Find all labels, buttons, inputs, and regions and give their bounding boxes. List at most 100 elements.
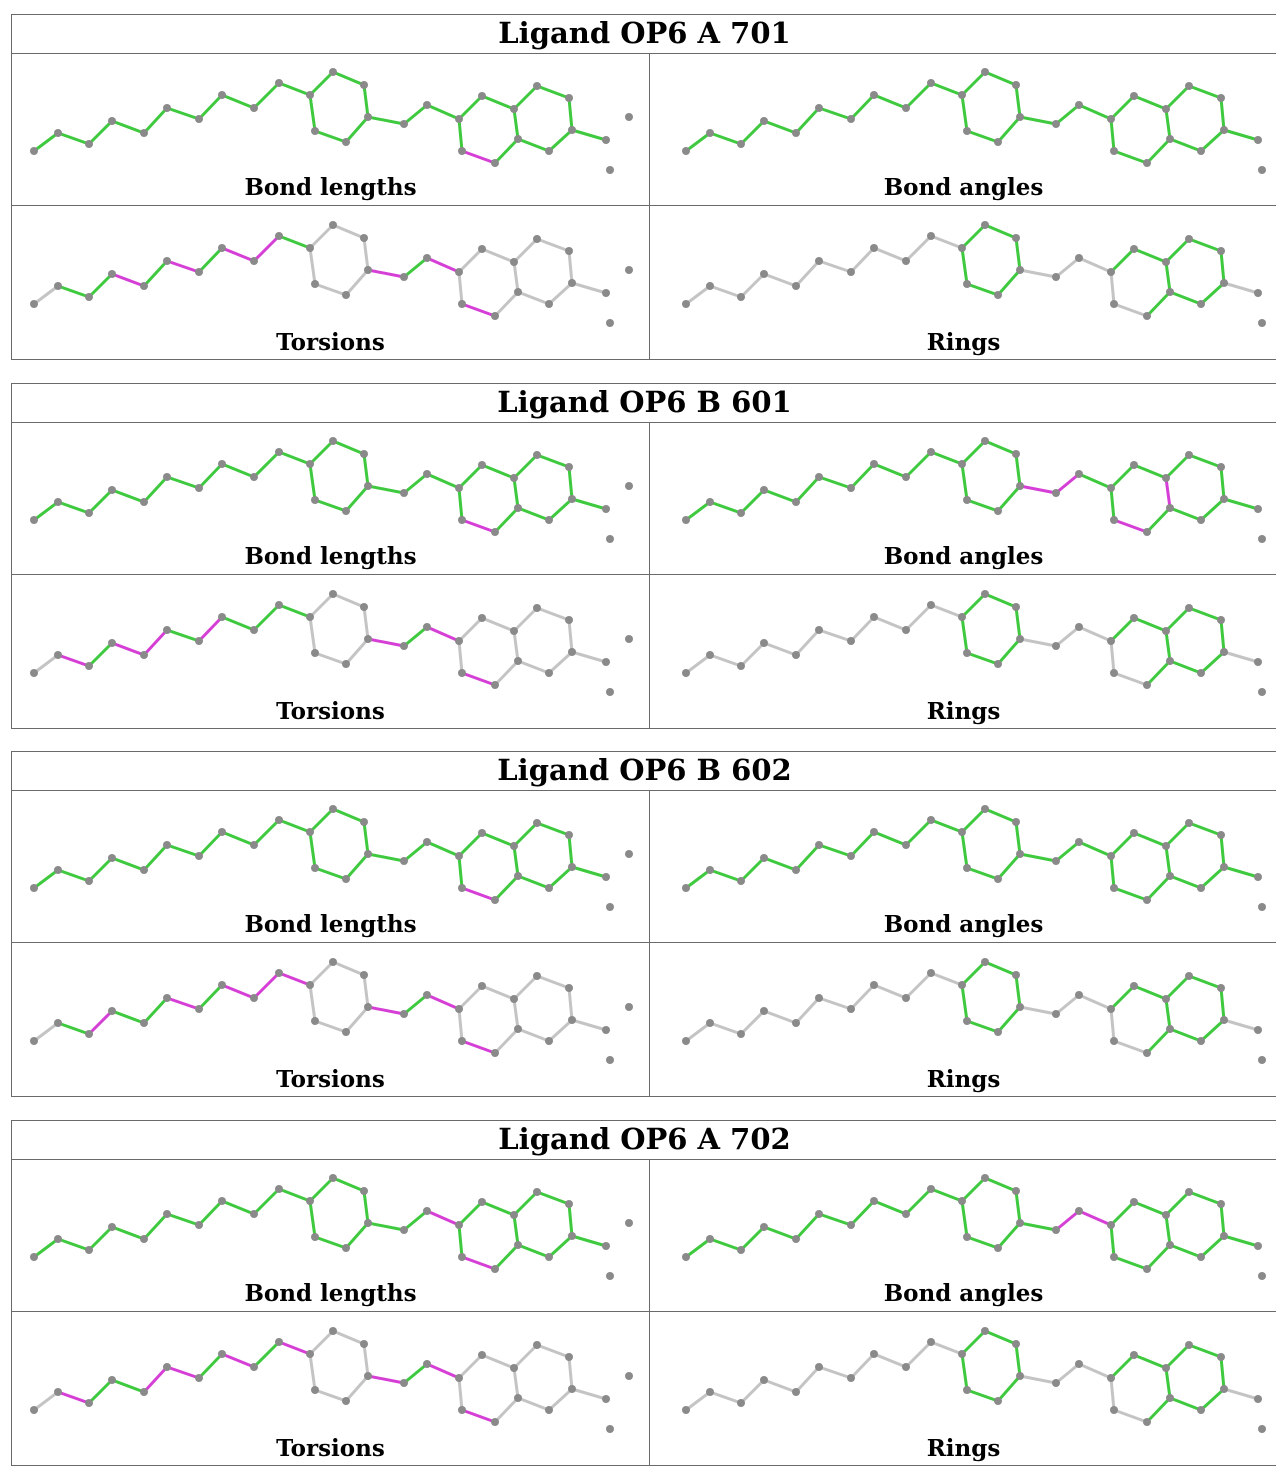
atom [1254, 658, 1262, 666]
atom [1012, 818, 1020, 826]
bond [547, 1234, 574, 1259]
bond [929, 971, 964, 987]
panel-caption: Rings [926, 1435, 1001, 1462]
atom [360, 603, 368, 611]
bond [512, 237, 539, 264]
atom [306, 613, 314, 621]
bond [277, 450, 312, 466]
bond [512, 821, 539, 848]
atom [1016, 1003, 1024, 1011]
atom [958, 91, 966, 99]
atom [792, 1235, 800, 1243]
atom [1166, 1394, 1174, 1402]
atom [342, 507, 350, 515]
atom [870, 460, 878, 468]
bond [570, 497, 608, 511]
bond [1109, 94, 1136, 121]
bond [1014, 973, 1022, 1009]
bond [1018, 1005, 1058, 1016]
atom [140, 129, 148, 137]
bond [904, 818, 933, 847]
atom [163, 626, 171, 634]
atom [1075, 1360, 1083, 1368]
bond [252, 971, 281, 1000]
bond [1187, 1343, 1223, 1359]
bond [1018, 484, 1058, 495]
atom [565, 831, 573, 839]
atom [400, 1379, 408, 1387]
atom [1052, 489, 1060, 497]
bond [1219, 833, 1226, 869]
atom [682, 669, 690, 677]
bond [362, 1342, 370, 1378]
molecule-diagram [682, 68, 1266, 174]
bond [220, 1199, 256, 1216]
bond [929, 1187, 964, 1203]
bond [1112, 1039, 1149, 1055]
bond [142, 628, 169, 657]
bond [708, 653, 743, 668]
bond [344, 637, 370, 666]
bond [331, 960, 366, 977]
bond [331, 1176, 366, 1193]
atom [1143, 312, 1151, 320]
bond [929, 1340, 964, 1356]
atom [108, 854, 116, 862]
molecule-diagram [30, 590, 633, 696]
bond [1077, 103, 1113, 121]
bond [32, 1390, 60, 1412]
panel-torsions: Torsions [12, 575, 650, 729]
atom [927, 79, 935, 87]
atom [218, 828, 226, 836]
atom [706, 1019, 714, 1027]
bond [794, 843, 821, 872]
atom [85, 662, 93, 670]
bond [457, 1200, 484, 1227]
atom [250, 1210, 258, 1218]
atom [847, 115, 855, 123]
bond [570, 1234, 608, 1248]
atom [533, 82, 541, 90]
atom [364, 635, 372, 643]
bond [1168, 290, 1203, 306]
atom [218, 1350, 226, 1358]
atom [195, 1374, 203, 1382]
bond [362, 605, 370, 641]
atom [847, 637, 855, 645]
molecule-diagram [682, 1174, 1266, 1280]
atom [342, 1397, 350, 1405]
atom [760, 486, 768, 494]
bond [457, 1376, 464, 1412]
bond [1014, 236, 1022, 272]
atom [478, 1198, 486, 1206]
bond [32, 1237, 60, 1259]
bond [1222, 281, 1260, 295]
atom [30, 147, 38, 155]
atom [478, 92, 486, 100]
atom [737, 1399, 745, 1407]
atom [1012, 450, 1020, 458]
bond [960, 830, 969, 870]
bond [366, 484, 406, 495]
atom [902, 1210, 910, 1218]
bond [1014, 605, 1022, 641]
panel-rings: Rings [650, 1312, 1276, 1466]
bond [313, 498, 348, 513]
atom [815, 1363, 823, 1371]
bond [512, 84, 539, 111]
atom [1197, 669, 1205, 677]
bond [457, 1353, 484, 1380]
atom [275, 1338, 283, 1346]
bond [493, 1027, 520, 1055]
bond [32, 653, 60, 675]
bond [362, 452, 370, 488]
atom [1254, 289, 1262, 297]
atom [602, 505, 610, 513]
atom [847, 1374, 855, 1382]
atom [491, 896, 499, 904]
bond [872, 1199, 908, 1216]
bond [220, 615, 256, 632]
atom [30, 1037, 38, 1045]
atom [455, 1374, 463, 1382]
atom [1258, 1272, 1266, 1280]
